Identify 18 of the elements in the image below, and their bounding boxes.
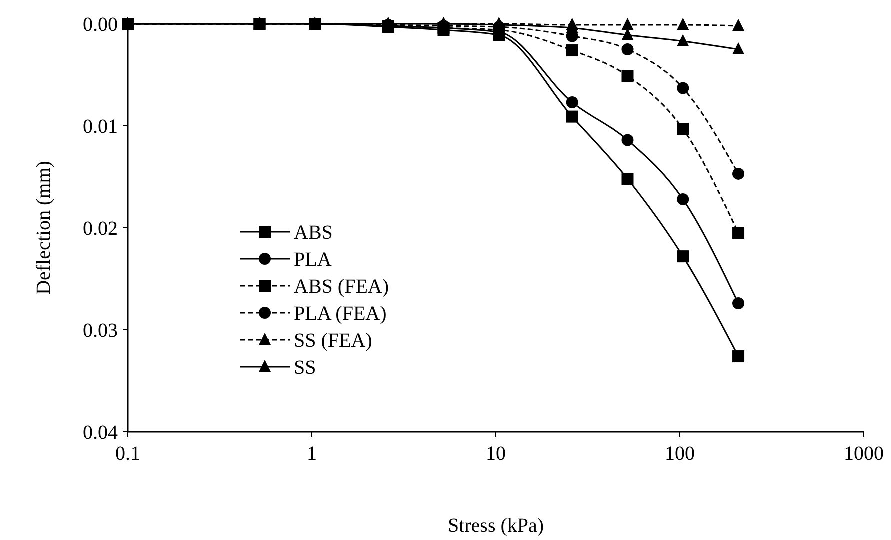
legend-label: PLA [294, 249, 332, 271]
y-tick-label: 0.03 [83, 320, 118, 342]
y-tick-label: 0.01 [83, 116, 118, 138]
y-tick-label: 0.02 [83, 218, 118, 240]
y-tick-label: 0.00 [83, 14, 118, 36]
legend-label: PLA (FEA) [294, 303, 387, 325]
legend-label: SS (FEA) [294, 330, 372, 352]
y-axis-title: Deflection (mm) [33, 161, 55, 295]
legend-label: ABS (FEA) [294, 276, 390, 298]
legend-label: SS [294, 357, 316, 379]
x-tick-label: 10 [486, 443, 506, 465]
x-tick-label: 100 [665, 443, 695, 465]
x-axis-title: Stress (kPa) [448, 515, 544, 537]
x-tick-label: 1000 [844, 443, 884, 465]
x-tick-label: 0.1 [116, 443, 140, 465]
x-tick-label: 1 [307, 443, 317, 465]
y-tick-label: 0.04 [83, 422, 118, 444]
legend-label: ABS [294, 222, 333, 244]
